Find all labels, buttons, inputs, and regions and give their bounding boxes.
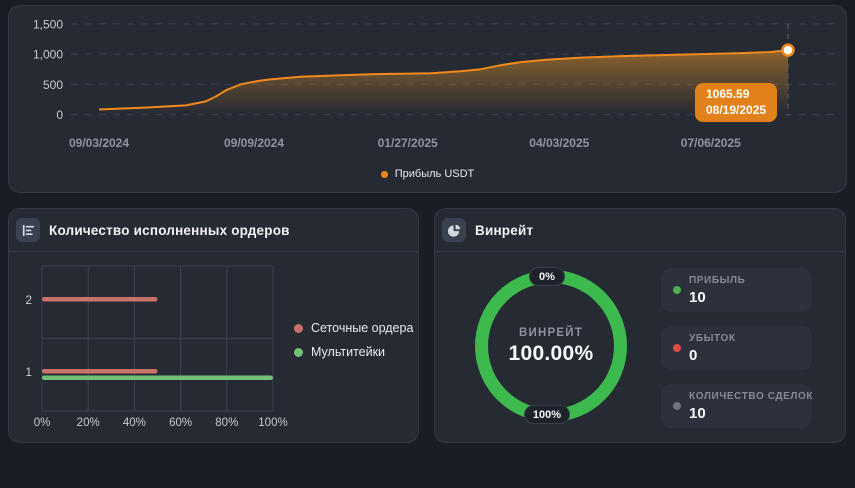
legend-label-grid-orders: Сеточные ордера bbox=[311, 321, 414, 335]
stat-card-trades-count: КОЛИЧЕСТВО СДЕЛОК 10 bbox=[661, 384, 814, 428]
tooltip-value: 1065.59 bbox=[706, 87, 750, 101]
orders-bar-chart[interactable]: 0% 20% 40% 60% 80% 100% 2 1 bbox=[9, 252, 420, 444]
winrate-card-title: Винрейт bbox=[475, 222, 534, 238]
winrate-center-value: 100.00% bbox=[508, 341, 594, 365]
winrate-scale-bottom-badge: 100% bbox=[524, 405, 570, 424]
trades-count-stat-value: 10 bbox=[689, 405, 706, 422]
svg-text:1,500: 1,500 bbox=[33, 17, 63, 31]
legend-dot-multitakes bbox=[294, 347, 303, 357]
stat-card-loss: УБЫТОК 0 bbox=[661, 326, 812, 370]
svg-text:500: 500 bbox=[43, 78, 63, 92]
svg-text:20%: 20% bbox=[77, 417, 100, 429]
winrate-center-label: ВИНРЕЙТ bbox=[519, 326, 583, 339]
profit-chart-card: 0 500 1,000 1,500 09/03/2024 09/09/2024 01/27/… bbox=[8, 5, 847, 193]
profit-dot bbox=[673, 286, 681, 294]
winrate-center: ВИНРЕЙТ 100.00% bbox=[488, 283, 614, 409]
svg-text:1,000: 1,000 bbox=[33, 48, 63, 62]
svg-text:04/03/2025: 04/03/2025 bbox=[529, 136, 589, 150]
winrate-donut: ВИНРЕЙТ 100.00% bbox=[475, 270, 627, 422]
winrate-card: Винрейт ВИНРЕЙТ 100.00% 0% 100% ПРИБЫЛЬ … bbox=[434, 208, 846, 443]
profit-stat-value: 10 bbox=[689, 289, 706, 306]
profit-line-chart[interactable]: 0 500 1,000 1,500 09/03/2024 09/09/2024 01/27/… bbox=[9, 6, 848, 194]
svg-text:2: 2 bbox=[25, 293, 32, 307]
legend-item-multitakes[interactable]: Мультитейки bbox=[294, 345, 413, 359]
svg-text:01/27/2025: 01/27/2025 bbox=[378, 136, 438, 150]
orders-card-header: Количество исполненных ордеров bbox=[9, 209, 418, 252]
stat-card-profit: ПРИБЫЛЬ 10 bbox=[661, 268, 812, 312]
orders-legend: Сеточные ордера Мультитейки bbox=[294, 321, 413, 359]
legend-label-profit: Прибыль USDT bbox=[394, 168, 475, 180]
executed-orders-card: Количество исполненных ордеров 0% 20% 40% 6… bbox=[8, 208, 419, 443]
trades-count-dot bbox=[673, 402, 681, 410]
svg-text:07/06/2025: 07/06/2025 bbox=[681, 136, 741, 150]
chart-tooltip: 1065.59 08/19/2025 bbox=[695, 83, 778, 123]
tooltip-date: 08/19/2025 bbox=[706, 102, 767, 117]
orders-card-title: Количество исполненных ордеров bbox=[49, 222, 290, 238]
horizontal-bars-chart-icon bbox=[16, 218, 40, 242]
svg-text:1: 1 bbox=[25, 365, 32, 379]
winrate-scale-top-badge: 0% bbox=[529, 267, 565, 286]
winrate-stats: ПРИБЫЛЬ 10 УБЫТОК 0 КОЛИЧЕСТВО СДЕЛОК 10 bbox=[661, 268, 814, 428]
svg-text:0%: 0% bbox=[34, 417, 51, 429]
svg-text:0: 0 bbox=[56, 108, 63, 122]
winrate-card-header: Винрейт bbox=[435, 209, 845, 252]
svg-text:09/03/2024: 09/03/2024 bbox=[69, 136, 129, 150]
pie-chart-icon bbox=[442, 218, 466, 242]
profit-legend[interactable]: Прибыль USDT bbox=[9, 168, 846, 180]
legend-label-multitakes: Мультитейки bbox=[311, 345, 386, 359]
loss-stat-label: УБЫТОК bbox=[689, 333, 736, 344]
svg-text:09/09/2024: 09/09/2024 bbox=[224, 136, 284, 150]
legend-item-grid-orders[interactable]: Сеточные ордера bbox=[294, 321, 413, 335]
profit-stat-label: ПРИБЫЛЬ bbox=[689, 275, 746, 286]
trades-count-stat-label: КОЛИЧЕСТВО СДЕЛОК bbox=[689, 391, 814, 402]
svg-text:60%: 60% bbox=[169, 417, 192, 429]
svg-text:40%: 40% bbox=[123, 417, 146, 429]
legend-dot-profit bbox=[380, 170, 388, 178]
loss-dot bbox=[673, 344, 681, 352]
loss-stat-value: 0 bbox=[689, 347, 698, 364]
svg-text:80%: 80% bbox=[215, 417, 238, 429]
svg-text:100%: 100% bbox=[258, 417, 287, 429]
legend-dot-grid-orders bbox=[294, 323, 303, 333]
